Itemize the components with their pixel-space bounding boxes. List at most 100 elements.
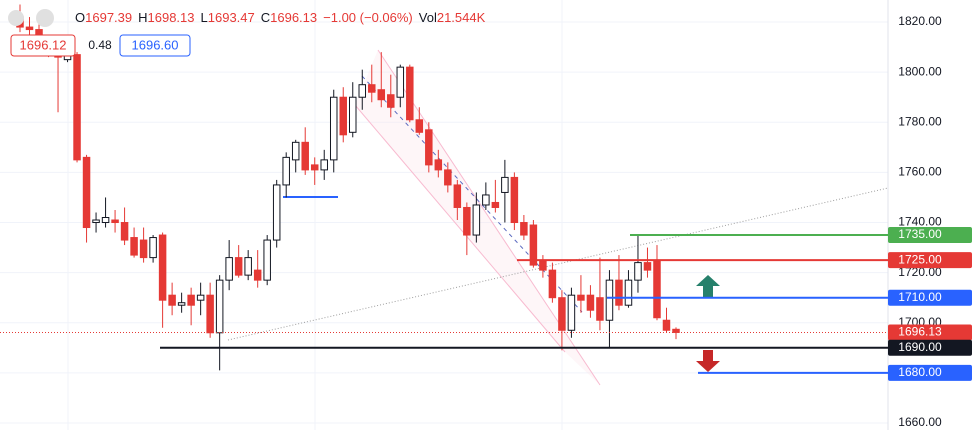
candle-body xyxy=(491,201,500,208)
candle-body xyxy=(177,302,186,306)
candle-body xyxy=(548,269,557,299)
ohlc-header: O1697.39 H1698.13 L1693.47 C1696.13 −1.00 (−… xyxy=(75,10,486,25)
channel-lower xyxy=(354,104,566,353)
y-tick-label: 1660.00 xyxy=(898,415,942,429)
arrow-up xyxy=(696,275,720,297)
candle-body xyxy=(615,279,623,306)
header-item: Vol xyxy=(419,10,437,25)
y-tick-label: 1800.00 xyxy=(898,64,942,78)
candle-body xyxy=(291,141,300,161)
level-label: 1735.00 xyxy=(898,227,942,241)
candle-body xyxy=(358,84,367,98)
header-item: 21.544K xyxy=(437,10,486,25)
candle-body xyxy=(558,297,566,331)
ask: 1696.60 xyxy=(132,37,179,52)
level-tag xyxy=(888,252,972,269)
y-tick-label: 1820.00 xyxy=(898,14,942,28)
y-tick-label: 1780.00 xyxy=(898,114,942,128)
candle-body xyxy=(272,184,281,241)
candle-body xyxy=(577,294,585,301)
candle-body xyxy=(82,156,91,229)
level-label: 1725.00 xyxy=(898,252,942,266)
y-tick-label: 1740.00 xyxy=(898,215,942,229)
level-tag xyxy=(888,364,972,381)
candle-body xyxy=(463,206,471,236)
candle-body xyxy=(368,84,376,93)
candle-body xyxy=(92,219,100,224)
candle-body xyxy=(225,257,233,281)
header-item: 1697.39 xyxy=(85,10,132,25)
candle-body xyxy=(158,234,167,301)
candle-body xyxy=(425,129,433,166)
candle-body xyxy=(529,224,538,266)
candle-body xyxy=(634,262,642,281)
header-item: 1693.47 xyxy=(208,10,255,25)
candle-body xyxy=(377,89,386,101)
candle-body xyxy=(282,156,290,186)
candle-body xyxy=(111,219,119,224)
level-label: 1710.00 xyxy=(898,290,942,304)
candle-body xyxy=(482,194,490,206)
icon xyxy=(36,9,54,27)
candle-body xyxy=(301,141,309,171)
candle-body xyxy=(25,26,34,31)
candle-body xyxy=(510,176,519,224)
candle-body xyxy=(624,279,633,306)
candle-body xyxy=(387,94,395,108)
icon xyxy=(8,10,24,26)
candle-body xyxy=(149,237,157,259)
candle-body xyxy=(415,119,424,133)
candle-body xyxy=(406,66,414,121)
candle-body xyxy=(329,96,338,161)
plot xyxy=(16,4,680,371)
trend-line xyxy=(227,187,889,341)
level-tag xyxy=(888,289,972,306)
header-item: 1698.13 xyxy=(148,10,195,25)
y-tick-label: 1760.00 xyxy=(898,165,942,179)
candle-body xyxy=(234,257,243,276)
candle-body xyxy=(501,176,509,193)
candle-body xyxy=(206,294,214,334)
level-label: 1696.13 xyxy=(898,325,942,339)
level-label: 1680.00 xyxy=(898,365,942,379)
candle-body xyxy=(101,217,110,224)
candle-body xyxy=(139,239,148,259)
channel-mid xyxy=(361,75,583,313)
candle-body xyxy=(643,262,652,271)
header-item: C xyxy=(261,10,270,25)
candle-body xyxy=(73,54,81,161)
bid-box xyxy=(10,34,76,57)
candle-body xyxy=(396,66,405,98)
header-item: O xyxy=(75,10,85,25)
level-label: 1690.00 xyxy=(898,340,942,354)
candle-body xyxy=(196,294,205,301)
candle-body xyxy=(539,259,547,271)
candle-body xyxy=(472,204,481,236)
candle-body xyxy=(244,257,252,276)
grid xyxy=(0,0,888,430)
header: O1697.39 H1698.13 L1693.47 C1696.13 −1.00 (−… xyxy=(8,9,486,57)
ask-box xyxy=(119,34,191,57)
candle-body xyxy=(168,294,176,306)
candle-body xyxy=(567,294,576,331)
candle-body xyxy=(520,222,528,236)
candle-body xyxy=(187,294,195,306)
header-item: L xyxy=(201,10,208,25)
candle-body xyxy=(320,159,328,171)
candle-body xyxy=(253,269,262,281)
candle-body xyxy=(453,184,462,208)
candle-body xyxy=(434,159,443,171)
candle-body xyxy=(653,259,661,319)
level-tag xyxy=(888,339,972,356)
level-tag xyxy=(888,324,972,341)
header-item: 1696.13 xyxy=(270,10,317,25)
candle-body xyxy=(662,319,671,331)
candle-body xyxy=(215,279,224,334)
spread: 0.48 xyxy=(88,38,112,52)
candle-body xyxy=(596,297,604,321)
arrow-down xyxy=(696,350,720,372)
bid: 1696.12 xyxy=(20,37,67,52)
candle-body xyxy=(586,294,595,311)
candle-body xyxy=(349,96,357,133)
